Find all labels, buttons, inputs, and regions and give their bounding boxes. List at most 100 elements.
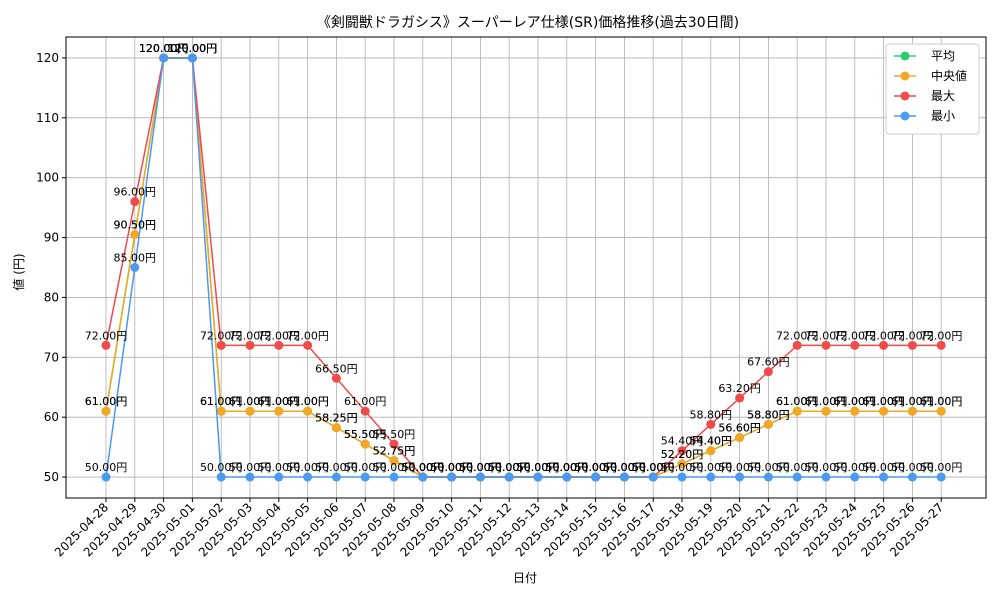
data-point (907, 472, 917, 482)
data-label: 50.00円 (315, 461, 358, 474)
data-label: 72.00円 (286, 329, 329, 342)
data-point (504, 472, 514, 482)
data-point (533, 472, 543, 482)
data-point (245, 406, 255, 416)
data-point (936, 472, 946, 482)
data-point (591, 472, 601, 482)
data-point (303, 406, 313, 416)
data-point (677, 472, 687, 482)
data-label: 50.00円 (546, 461, 589, 474)
data-point (447, 472, 457, 482)
data-point (763, 419, 773, 429)
data-point (706, 419, 716, 429)
data-point (475, 472, 485, 482)
data-point (303, 472, 313, 482)
data-label: 61.00円 (286, 395, 329, 408)
legend-label: 中央値 (931, 68, 967, 83)
data-point (735, 393, 745, 403)
data-label: 61.00円 (862, 395, 905, 408)
data-label: 67.60円 (747, 356, 790, 369)
series-layer (101, 53, 946, 482)
data-label: 120.00円 (168, 42, 218, 55)
data-point (331, 423, 341, 433)
data-point (130, 263, 140, 272)
data-label: 50.00円 (344, 461, 387, 474)
data-point (907, 406, 917, 416)
data-label: 50.00円 (603, 461, 646, 474)
data-label: 50.00円 (517, 461, 560, 474)
grid (66, 37, 986, 498)
data-point (331, 373, 341, 383)
data-label: 120.00円 (168, 42, 218, 55)
data-label: 50.00円 (459, 461, 502, 474)
data-label: 50.00円 (747, 461, 790, 474)
data-label: 50.00円 (891, 461, 934, 474)
data-point (706, 472, 716, 482)
data-label: 61.00円 (834, 395, 877, 408)
data-label: 50.00円 (690, 461, 733, 474)
data-point (303, 340, 313, 350)
data-point (389, 472, 399, 482)
data-label: 50.00円 (632, 461, 675, 474)
data-label: 120.00円 (168, 42, 218, 55)
data-point (360, 406, 370, 416)
data-point (159, 53, 169, 63)
data-label: 61.00円 (229, 395, 272, 408)
data-point (562, 472, 572, 482)
data-label: 50.00円 (402, 461, 445, 474)
data-point (821, 340, 831, 350)
data-point (792, 340, 802, 350)
y-tick-label: 50 (44, 470, 59, 484)
data-label: 50.00円 (402, 461, 445, 474)
data-point (706, 446, 716, 456)
data-label: 61.00円 (920, 395, 963, 408)
data-point (879, 340, 889, 350)
data-label: 72.00円 (85, 329, 128, 342)
data-label: 72.00円 (776, 329, 819, 342)
data-label: 56.60円 (718, 422, 761, 435)
data-label: 50.00円 (603, 461, 646, 474)
legend-marker (900, 51, 910, 61)
y-tick-label: 80 (44, 290, 59, 304)
data-label: 54.40円 (690, 435, 733, 448)
data-point (763, 367, 773, 377)
legend-label: 最小 (931, 109, 955, 123)
data-label: 61.00円 (862, 395, 905, 408)
legend-label: 最大 (931, 89, 955, 103)
data-label: 50.00円 (430, 461, 473, 474)
data-label: 50.00円 (574, 461, 617, 474)
data-label: 61.00円 (85, 395, 128, 408)
y-tick-label: 120 (36, 51, 59, 65)
data-label: 63.20円 (718, 382, 761, 395)
data-point (101, 406, 111, 416)
data-label: 61.00円 (891, 395, 934, 408)
data-label: 61.00円 (776, 395, 819, 408)
data-point (879, 472, 889, 482)
data-label: 52.75円 (373, 445, 416, 458)
y-tick-label: 90 (44, 231, 59, 245)
data-point (735, 472, 745, 482)
series-line-2 (105, 57, 942, 478)
data-label: 72.00円 (834, 329, 877, 342)
data-point (677, 446, 687, 456)
data-label: 50.00円 (834, 461, 877, 474)
data-label: 72.00円 (862, 329, 905, 342)
data-label: 61.00円 (200, 395, 243, 408)
data-label: 50.00円 (517, 461, 560, 474)
data-label: 85.00円 (114, 252, 157, 265)
data-label: 61.00円 (229, 395, 272, 408)
data-label: 50.00円 (632, 461, 675, 474)
data-label: 50.00円 (402, 461, 445, 474)
data-label: 50.00円 (603, 461, 646, 474)
data-label: 50.00円 (488, 461, 531, 474)
data-label: 58.80円 (747, 408, 790, 421)
data-label: 54.40円 (690, 435, 733, 448)
data-label: 50.00円 (402, 461, 445, 474)
data-point (101, 340, 111, 350)
data-label: 55.50円 (373, 428, 416, 441)
data-label: 61.00円 (344, 395, 387, 408)
data-label: 120.00円 (168, 42, 218, 55)
data-label: 55.50円 (344, 428, 387, 441)
data-label: 50.00円 (286, 461, 329, 474)
